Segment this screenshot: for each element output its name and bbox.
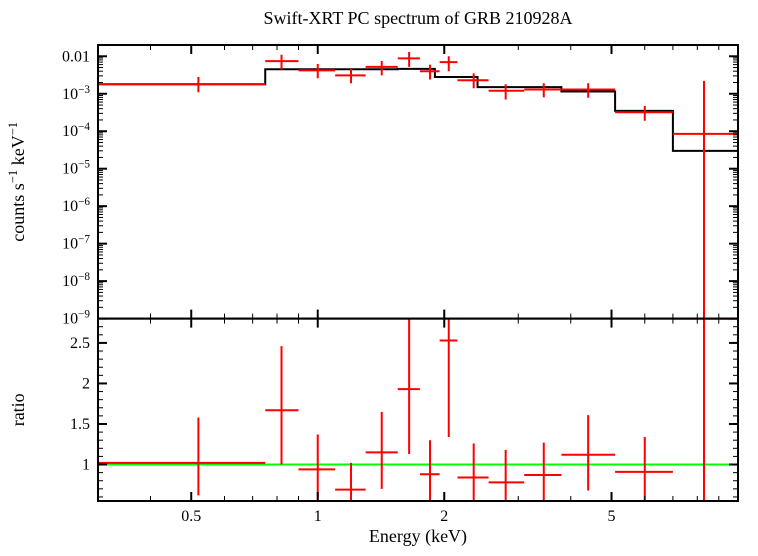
y-axis-label-bottom: ratio bbox=[8, 393, 28, 426]
x-tick-label: 0.5 bbox=[181, 508, 201, 525]
x-tick-label: 1 bbox=[314, 508, 322, 525]
y-tick-label-bottom: 1.5 bbox=[70, 416, 90, 433]
x-tick-label: 2 bbox=[440, 508, 448, 525]
y-tick-label-bottom: 1 bbox=[82, 457, 90, 474]
plot-title: Swift-XRT PC spectrum of GRB 210928A bbox=[263, 8, 572, 28]
spectrum-plot: Swift-XRT PC spectrum of GRB 210928A 0.5 1… bbox=[0, 0, 758, 556]
x-tick-label: 5 bbox=[607, 508, 615, 525]
x-axis-label: Energy (keV) bbox=[369, 526, 467, 547]
y-tick-label-bottom: 2 bbox=[82, 375, 90, 392]
y-tick-label-bottom: 2.5 bbox=[70, 335, 90, 352]
y-tick-label-top: 0.01 bbox=[62, 48, 90, 65]
